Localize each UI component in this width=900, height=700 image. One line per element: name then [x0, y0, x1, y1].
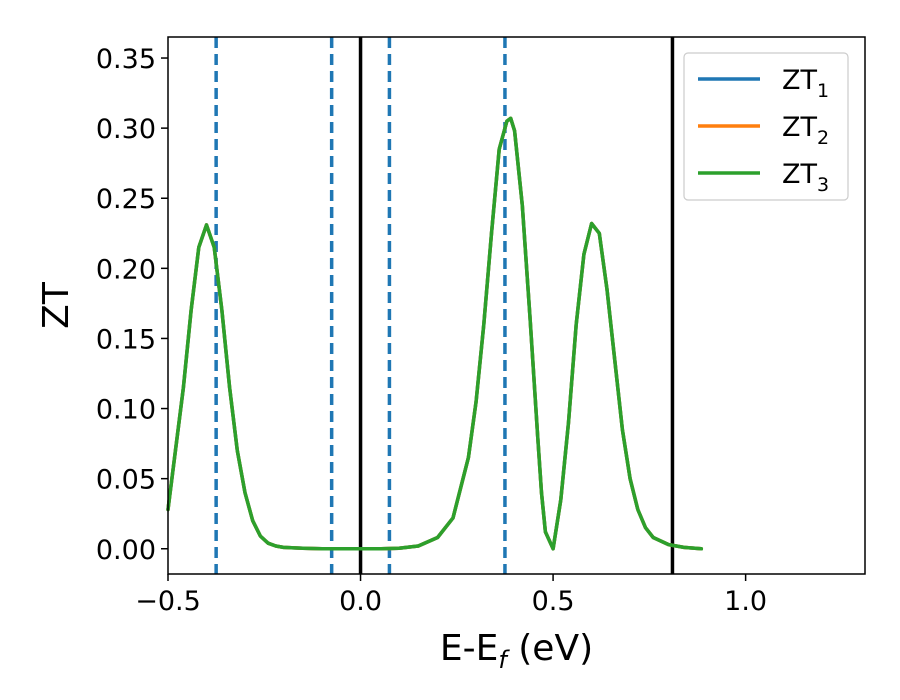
x-tick-label: 1.0: [724, 586, 767, 617]
series-lines: [166, 116, 704, 551]
x-tick-label: 0.5: [532, 586, 575, 617]
legend-label-3: ZT3: [782, 159, 829, 196]
y-tick-label: 0.05: [96, 465, 156, 496]
x-tick-label: −0.5: [135, 586, 201, 617]
legend-label-2: ZT2: [782, 112, 829, 149]
series-line-ZT1: [166, 116, 704, 551]
legend: ZT1 ZT2 ZT3: [683, 52, 849, 201]
plot-frame: [167, 36, 866, 575]
y-tick-label: 0.25: [96, 184, 156, 215]
x-axis-label-unit: (eV): [507, 628, 593, 669]
x-axis-ticks: −0.5 0.0 0.5 1.0: [135, 574, 767, 617]
y-axis-label: ZT: [36, 281, 77, 329]
series-line-ZT2: [166, 116, 704, 551]
x-tick-label: 0.0: [339, 586, 382, 617]
legend-box: [683, 52, 849, 201]
legend-label-1: ZT1: [782, 65, 829, 102]
y-axis-ticks: 0.00 0.05 0.10 0.15 0.20 0.25 0.30 0.35: [96, 44, 168, 566]
y-tick-label: 0.15: [96, 324, 156, 355]
x-axis-label: E-Ef (eV): [440, 628, 593, 674]
y-tick-label: 0.10: [96, 395, 156, 426]
y-tick-label: 0.35: [96, 44, 156, 75]
reference-lines: [214, 37, 675, 574]
y-tick-label: 0.20: [96, 254, 156, 285]
y-tick-label: 0.00: [96, 535, 156, 566]
series-line-ZT3: [166, 116, 704, 551]
x-axis-label-main: E-E: [440, 628, 498, 669]
y-tick-label: 0.30: [96, 114, 156, 145]
